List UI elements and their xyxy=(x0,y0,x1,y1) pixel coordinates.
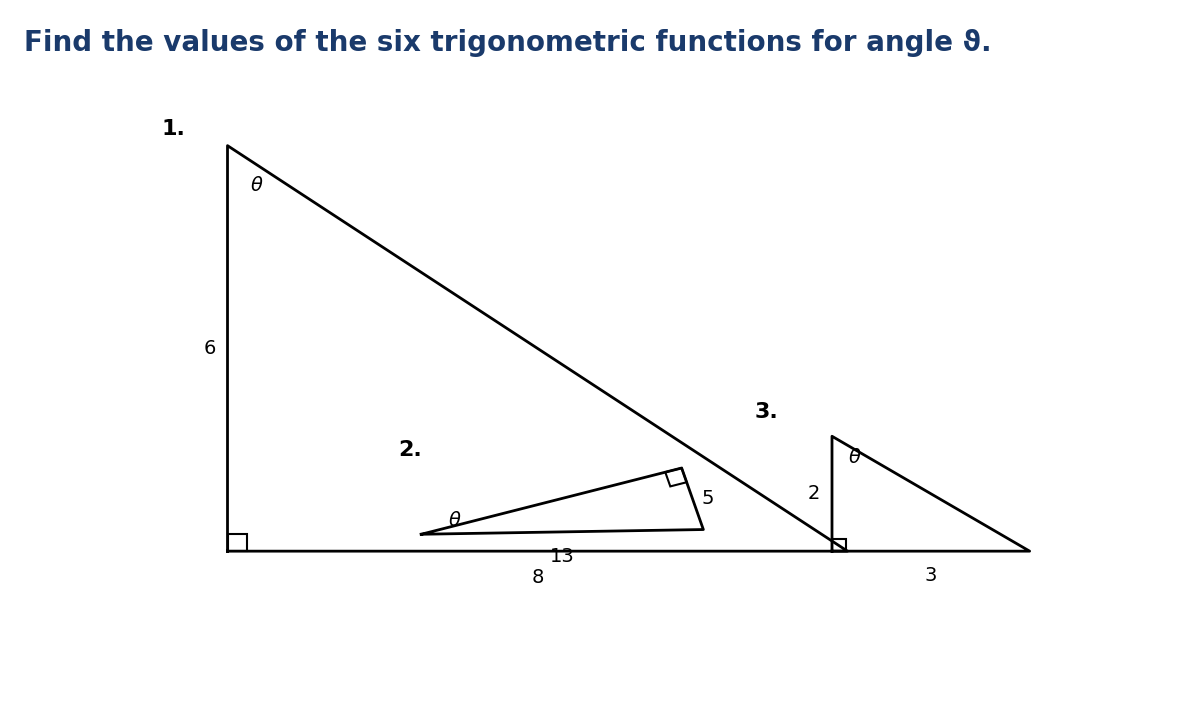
Text: θ: θ xyxy=(251,176,263,195)
Text: 5: 5 xyxy=(702,489,714,508)
Text: 3: 3 xyxy=(925,566,937,585)
Text: 1.: 1. xyxy=(162,118,186,139)
Text: θ: θ xyxy=(449,511,461,530)
Text: 3.: 3. xyxy=(755,403,779,422)
Text: θ: θ xyxy=(850,449,860,467)
Text: 2.: 2. xyxy=(398,439,421,460)
Text: 2: 2 xyxy=(808,484,821,503)
Text: 8: 8 xyxy=(532,568,544,587)
Text: 6: 6 xyxy=(204,339,216,358)
Text: 13: 13 xyxy=(550,547,575,566)
Text: Find the values of the six trigonometric functions for angle ϑ.: Find the values of the six trigonometric… xyxy=(24,29,991,57)
